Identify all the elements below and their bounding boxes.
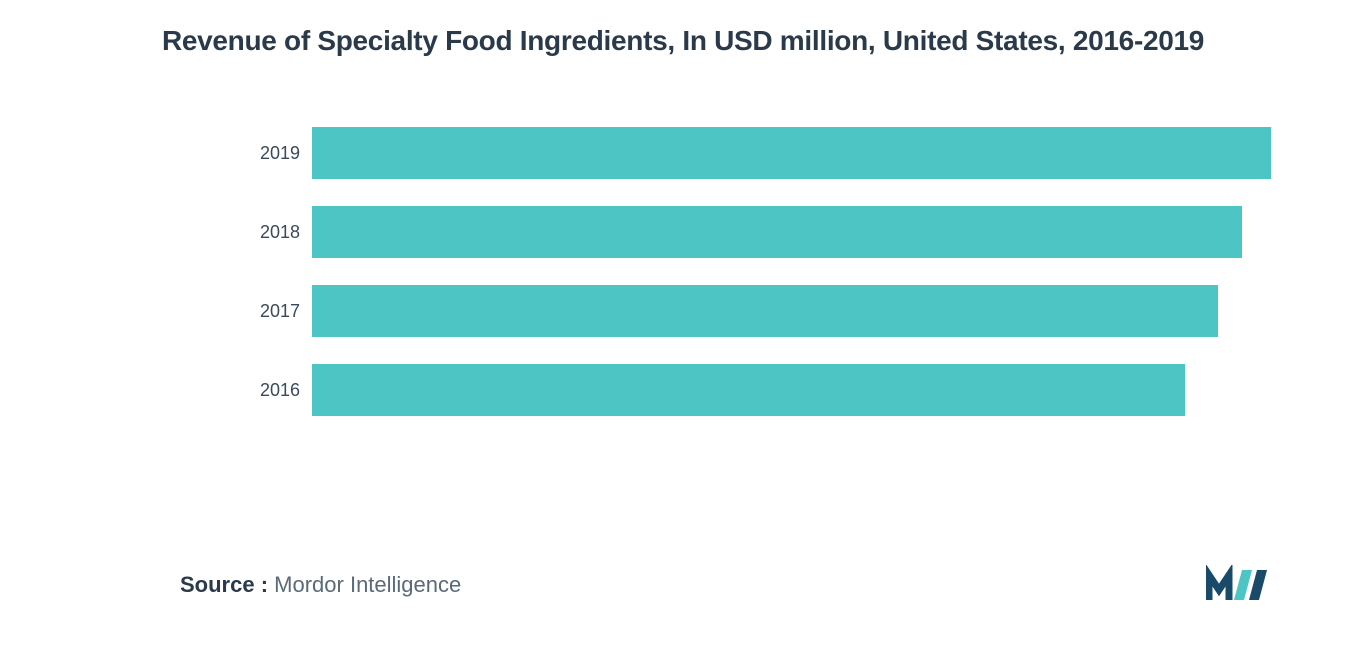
bar-track — [312, 285, 1271, 337]
source-label: Source : — [180, 572, 268, 597]
bar-fill — [312, 364, 1185, 416]
bar-row: 2019 — [240, 127, 1271, 179]
bar-row: 2018 — [240, 206, 1271, 258]
source-text: Source : Mordor Intelligence — [180, 572, 461, 598]
bar-fill — [312, 127, 1271, 179]
bar-track — [312, 127, 1271, 179]
mordor-logo-icon — [1206, 565, 1276, 605]
bar-label: 2019 — [240, 143, 300, 164]
bar-label: 2017 — [240, 301, 300, 322]
chart-container: Revenue of Specialty Food Ingredients, I… — [0, 0, 1366, 655]
bar-row: 2017 — [240, 285, 1271, 337]
bars-area: 2019 2018 2017 2016 — [90, 127, 1276, 416]
bar-track — [312, 206, 1271, 258]
bar-track — [312, 364, 1271, 416]
bar-label: 2016 — [240, 380, 300, 401]
bar-fill — [312, 285, 1218, 337]
bar-row: 2016 — [240, 364, 1271, 416]
source-value: Mordor Intelligence — [274, 572, 461, 597]
bar-label: 2018 — [240, 222, 300, 243]
bar-fill — [312, 206, 1242, 258]
footer: Source : Mordor Intelligence — [180, 565, 1276, 605]
chart-title: Revenue of Specialty Food Ingredients, I… — [90, 25, 1276, 57]
